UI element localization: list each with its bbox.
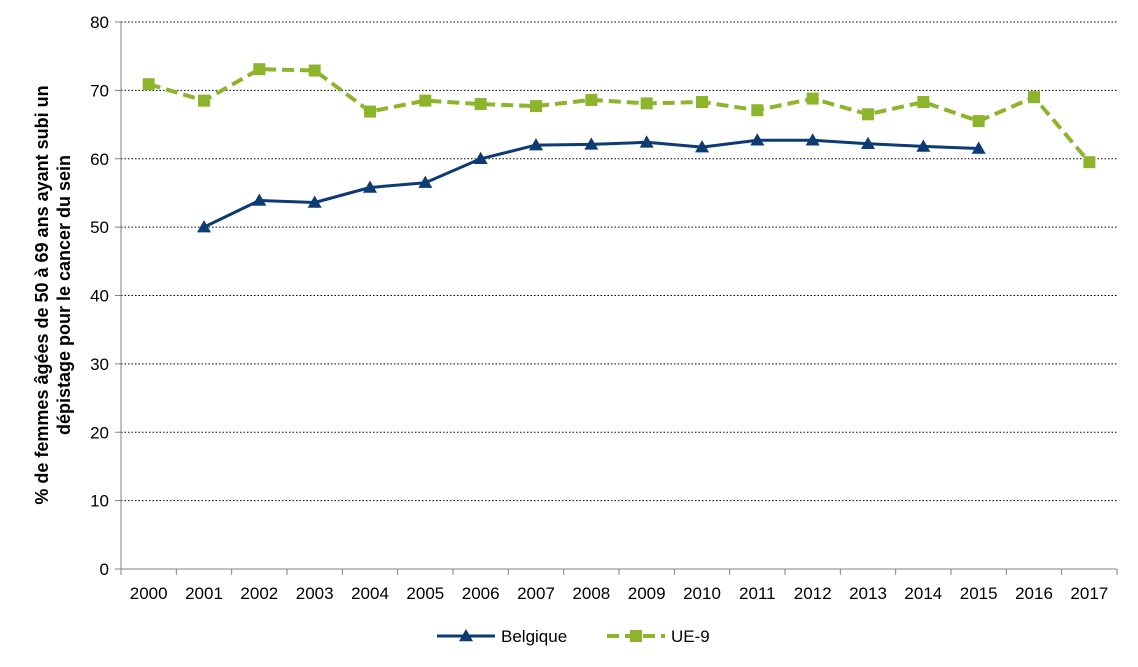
data-point: [806, 92, 819, 105]
data-point: [530, 100, 542, 113]
y-tick-label: 30: [90, 355, 109, 374]
legend: Belgique UE-9: [437, 627, 710, 646]
data-point: [252, 193, 267, 206]
legend-item-belgique: Belgique: [437, 627, 567, 646]
data-point: [696, 95, 708, 108]
x-tick-label: 2003: [296, 584, 334, 603]
x-tick-label: 2017: [1070, 584, 1108, 603]
y-tick-label: 60: [90, 150, 109, 169]
legend-marker: [459, 629, 473, 642]
data-point: [197, 220, 211, 233]
data-point: [253, 63, 266, 76]
y-tick-label: 50: [90, 218, 109, 237]
data-point: [751, 104, 764, 117]
data-point: [750, 133, 765, 146]
axes: [120, 22, 1118, 575]
series-ue-9: [142, 63, 1096, 169]
y-tick-label: 80: [90, 13, 109, 32]
x-tick-label: 2004: [351, 584, 389, 603]
data-point: [418, 175, 433, 188]
x-tick-label: 2006: [462, 584, 500, 603]
x-tick-label: 2002: [240, 584, 278, 603]
data-point: [584, 137, 599, 150]
data-point: [142, 78, 155, 91]
data-point: [473, 151, 488, 164]
x-tick-label: 2001: [185, 584, 223, 603]
data-point: [916, 139, 931, 152]
data-point: [198, 94, 210, 107]
x-tick-label: 2012: [794, 584, 832, 603]
y-axis-label-line1: % de femmes âgées de 50 à 69 ans ayant s…: [32, 85, 52, 504]
x-tick-label: 2005: [406, 584, 444, 603]
data-point: [308, 64, 321, 77]
data-point: [363, 180, 377, 193]
x-tick-label: 2011: [739, 584, 776, 603]
data-point: [695, 140, 709, 153]
x-tick-label: 2010: [683, 584, 721, 603]
legend-label: UE-9: [671, 627, 710, 646]
legend-label: Belgique: [501, 627, 567, 646]
data-point: [307, 195, 322, 208]
data-point: [419, 94, 432, 107]
data-point: [364, 105, 376, 118]
series-belgique: [197, 133, 986, 233]
data-point: [1083, 156, 1096, 169]
data-point: [972, 115, 985, 128]
data-point: [640, 97, 653, 110]
y-tick-label: 70: [90, 81, 109, 100]
data-point: [917, 95, 930, 108]
x-tick-label: 2009: [628, 584, 666, 603]
y-tick-label: 0: [100, 560, 109, 579]
data-point: [529, 138, 543, 151]
gridlines: [115, 21, 1117, 570]
x-tick-label: 2015: [960, 584, 998, 603]
legend-item-ue-9: UE-9: [607, 627, 710, 646]
data-point: [639, 135, 654, 148]
series-line-belgique: [203, 138, 979, 229]
legend-marker: [630, 630, 642, 642]
series-group: [142, 63, 1096, 233]
x-tick-label: 2013: [849, 584, 887, 603]
y-tick-label: 40: [90, 287, 109, 306]
x-tick-label: 2016: [1015, 584, 1053, 603]
y-tick-label: 10: [90, 492, 109, 511]
data-point: [1028, 91, 1040, 104]
data-point: [861, 136, 875, 149]
x-tick-label: 2007: [517, 584, 555, 603]
y-axis-label-line2: dépistage pour le cancer du sein: [54, 155, 74, 435]
data-point: [805, 133, 820, 146]
data-point: [862, 108, 874, 121]
x-tick-label: 2008: [572, 584, 610, 603]
data-point: [585, 93, 598, 106]
data-point: [474, 98, 487, 111]
y-tick-labels: 0 10 20 30 40 50 60 70 80: [90, 13, 109, 579]
x-tick-label: 2000: [130, 584, 168, 603]
series-line-ue-9: [148, 67, 1091, 164]
y-tick-label: 20: [90, 423, 109, 442]
data-point: [971, 141, 986, 154]
x-tick-labels: 2000 2001 2002 2003 2004 2005 2006 2007 2008 2009…: [130, 584, 1108, 603]
x-tick-label: 2014: [904, 584, 942, 603]
